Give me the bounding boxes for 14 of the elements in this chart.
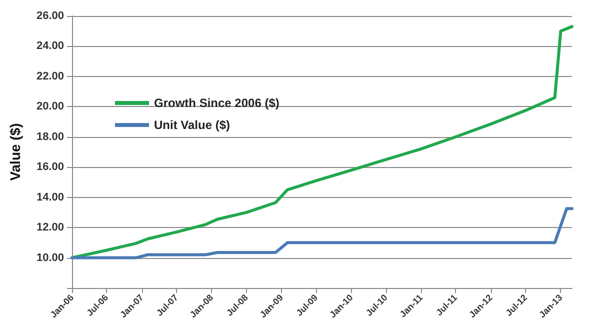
y-tick-label: 18.00	[36, 130, 64, 143]
legend-label: Unit Value ($)	[154, 118, 230, 132]
y-tick-label: 22.00	[36, 70, 64, 82]
line-series	[70, 25, 574, 260]
y-axis-title: Value ($)	[7, 123, 23, 181]
y-tick-label: 14.00	[36, 191, 64, 204]
y-tick-label: 10.00	[36, 252, 64, 264]
y-tick-label: 20.00	[36, 100, 64, 113]
y-tick-label: 12.00	[36, 222, 64, 234]
y-tick-label: 16.00	[36, 161, 64, 174]
line-series	[70, 207, 574, 260]
y-tick-label: 24.00	[36, 40, 64, 52]
y-tick-label: 26.00	[36, 10, 64, 22]
legend-label: Growth Since 2006 ($)	[154, 96, 280, 110]
